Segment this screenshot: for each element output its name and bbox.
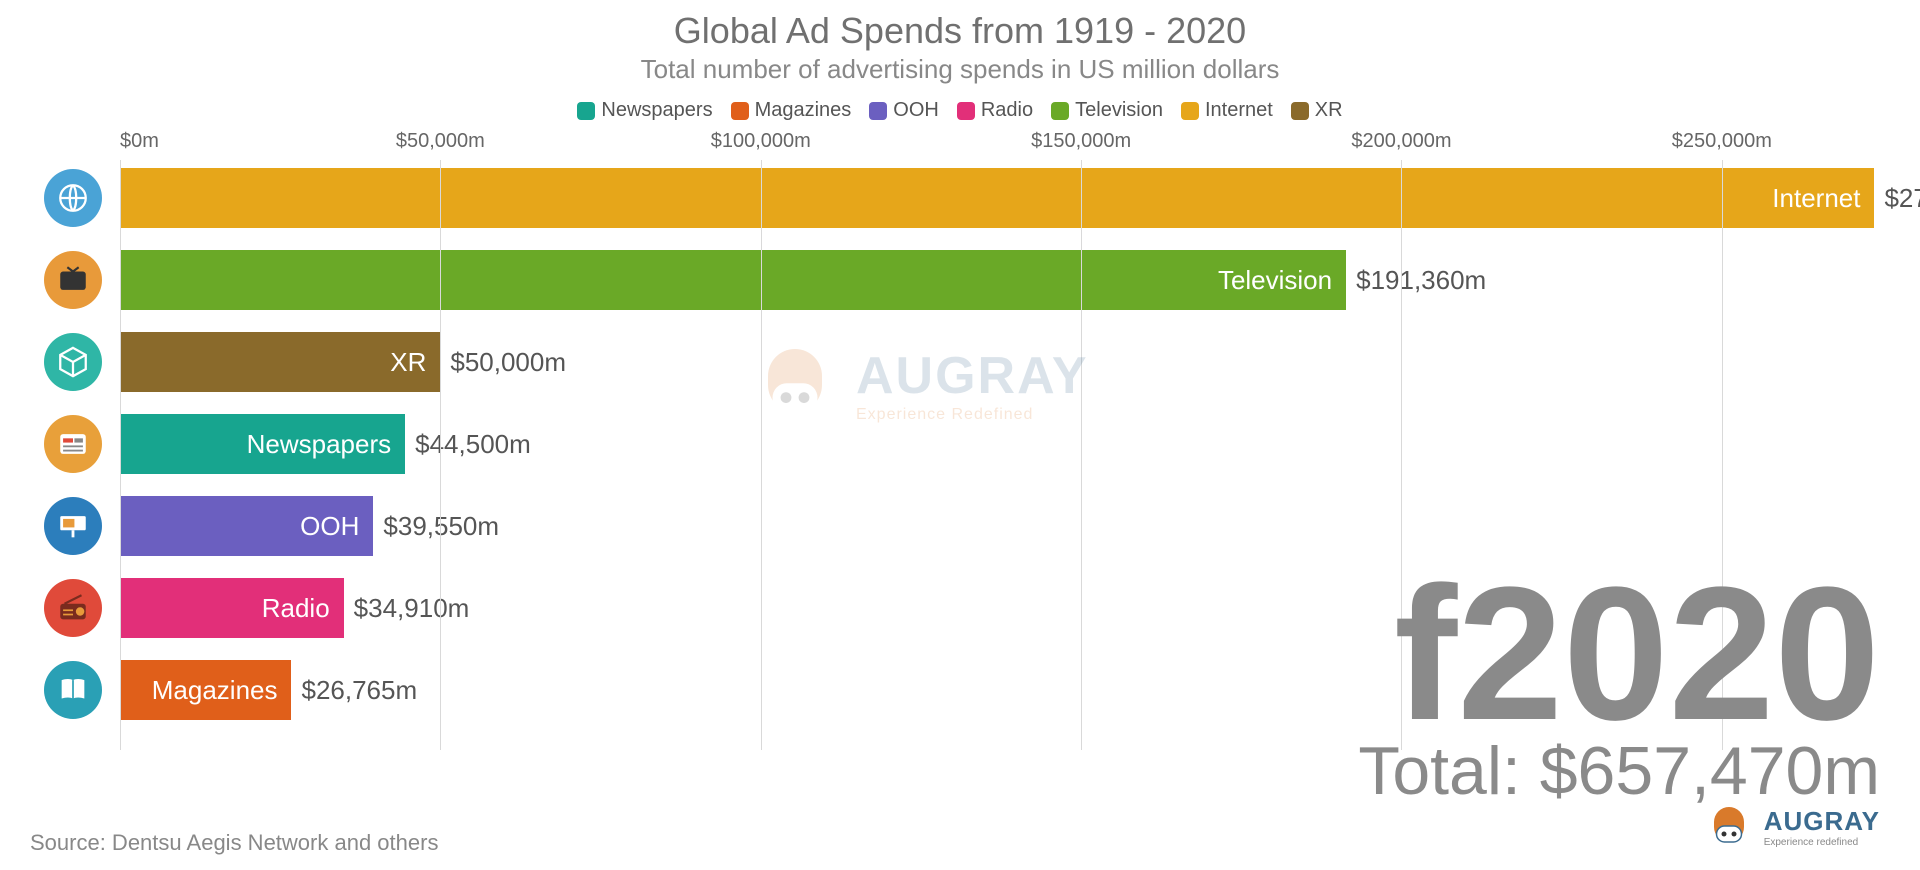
footer-logo: AUGRAY Experience redefined — [1704, 802, 1880, 852]
footer-tagline: Experience redefined — [1764, 837, 1880, 848]
legend-label: Newspapers — [601, 99, 712, 122]
chart-subtitle: Total number of advertising spends in US… — [30, 54, 1890, 85]
radio-icon — [44, 579, 102, 637]
axis-tick-label: $150,000m — [1031, 130, 1131, 153]
robot-icon — [1704, 802, 1754, 852]
bar-label: Newspapers — [247, 429, 392, 460]
bar-value: $39,550m — [373, 496, 499, 556]
gridline — [440, 160, 441, 750]
cube-icon — [44, 333, 102, 391]
bar-label: Television — [1218, 265, 1332, 296]
legend-swatch — [869, 102, 887, 120]
bar-label: XR — [390, 347, 426, 378]
chart-title: Global Ad Spends from 1919 - 2020 — [30, 10, 1890, 52]
bar: Newspapers — [120, 414, 405, 474]
legend-swatch — [957, 102, 975, 120]
billboard-icon — [44, 497, 102, 555]
bar-value: $273,820m — [1874, 168, 1920, 228]
bar-row: Television $191,360m — [120, 250, 1850, 310]
legend-swatch — [1291, 102, 1309, 120]
legend-label: Television — [1075, 99, 1163, 122]
legend-label: XR — [1315, 99, 1343, 122]
footer-brand: AUGRAY — [1764, 806, 1880, 836]
legend-swatch — [1181, 102, 1199, 120]
legend-item: Television — [1051, 99, 1163, 122]
axis-tick-label: $250,000m — [1672, 130, 1772, 153]
bar: Radio — [120, 578, 344, 638]
bar: Television — [120, 250, 1346, 310]
bar: OOH — [120, 496, 373, 556]
tv-icon — [44, 251, 102, 309]
total-label: Total: $657,470m — [1358, 732, 1880, 810]
bar: Magazines — [120, 660, 291, 720]
axis-tick-label: $50,000m — [396, 130, 485, 153]
legend-item: Newspapers — [577, 99, 712, 122]
x-axis: $0m $50,000m $100,000m $150,000m $200,000m $2… — [120, 130, 1850, 160]
year-label: f2020 — [1394, 569, 1880, 740]
bar-value: $50,000m — [440, 332, 566, 392]
book-icon — [44, 661, 102, 719]
legend-label: Radio — [981, 99, 1033, 122]
bar: Internet — [120, 168, 1874, 228]
bar-value: $44,500m — [405, 414, 531, 474]
axis-tick-label: $0m — [120, 130, 159, 153]
bar-value: $26,765m — [291, 660, 417, 720]
bar-row: Internet$273,820m — [120, 168, 1850, 228]
gridline — [761, 160, 762, 750]
legend-item: Internet — [1181, 99, 1273, 122]
globe-icon — [44, 169, 102, 227]
legend-swatch — [577, 102, 595, 120]
bar: XR — [120, 332, 440, 392]
legend-label: OOH — [893, 99, 939, 122]
bar-label: Radio — [262, 593, 330, 624]
bar-label: Internet — [1772, 183, 1860, 214]
axis-tick-label: $200,000m — [1351, 130, 1451, 153]
axis-tick-label: $100,000m — [711, 130, 811, 153]
legend: Newspapers Magazines OOH Radio Televisio… — [30, 99, 1890, 122]
bar-value: $191,360m — [1346, 250, 1486, 310]
news-icon — [44, 415, 102, 473]
gridline — [1081, 160, 1082, 750]
gridline — [120, 160, 121, 750]
legend-label: Internet — [1205, 99, 1273, 122]
bar-row: XR $50,000m — [120, 332, 1850, 392]
legend-label: Magazines — [755, 99, 852, 122]
source-text: Source: Dentsu Aegis Network and others — [30, 830, 438, 856]
legend-item: Radio — [957, 99, 1033, 122]
legend-item: Magazines — [731, 99, 852, 122]
legend-swatch — [1051, 102, 1069, 120]
legend-item: OOH — [869, 99, 939, 122]
bar-row: Newspapers $44,500m — [120, 414, 1850, 474]
bar-label: Magazines — [152, 675, 278, 706]
legend-item: XR — [1291, 99, 1343, 122]
bar-label: OOH — [300, 511, 359, 542]
bar-value: $34,910m — [344, 578, 470, 638]
bar-row: OOH $39,550m — [120, 496, 1850, 556]
legend-swatch — [731, 102, 749, 120]
